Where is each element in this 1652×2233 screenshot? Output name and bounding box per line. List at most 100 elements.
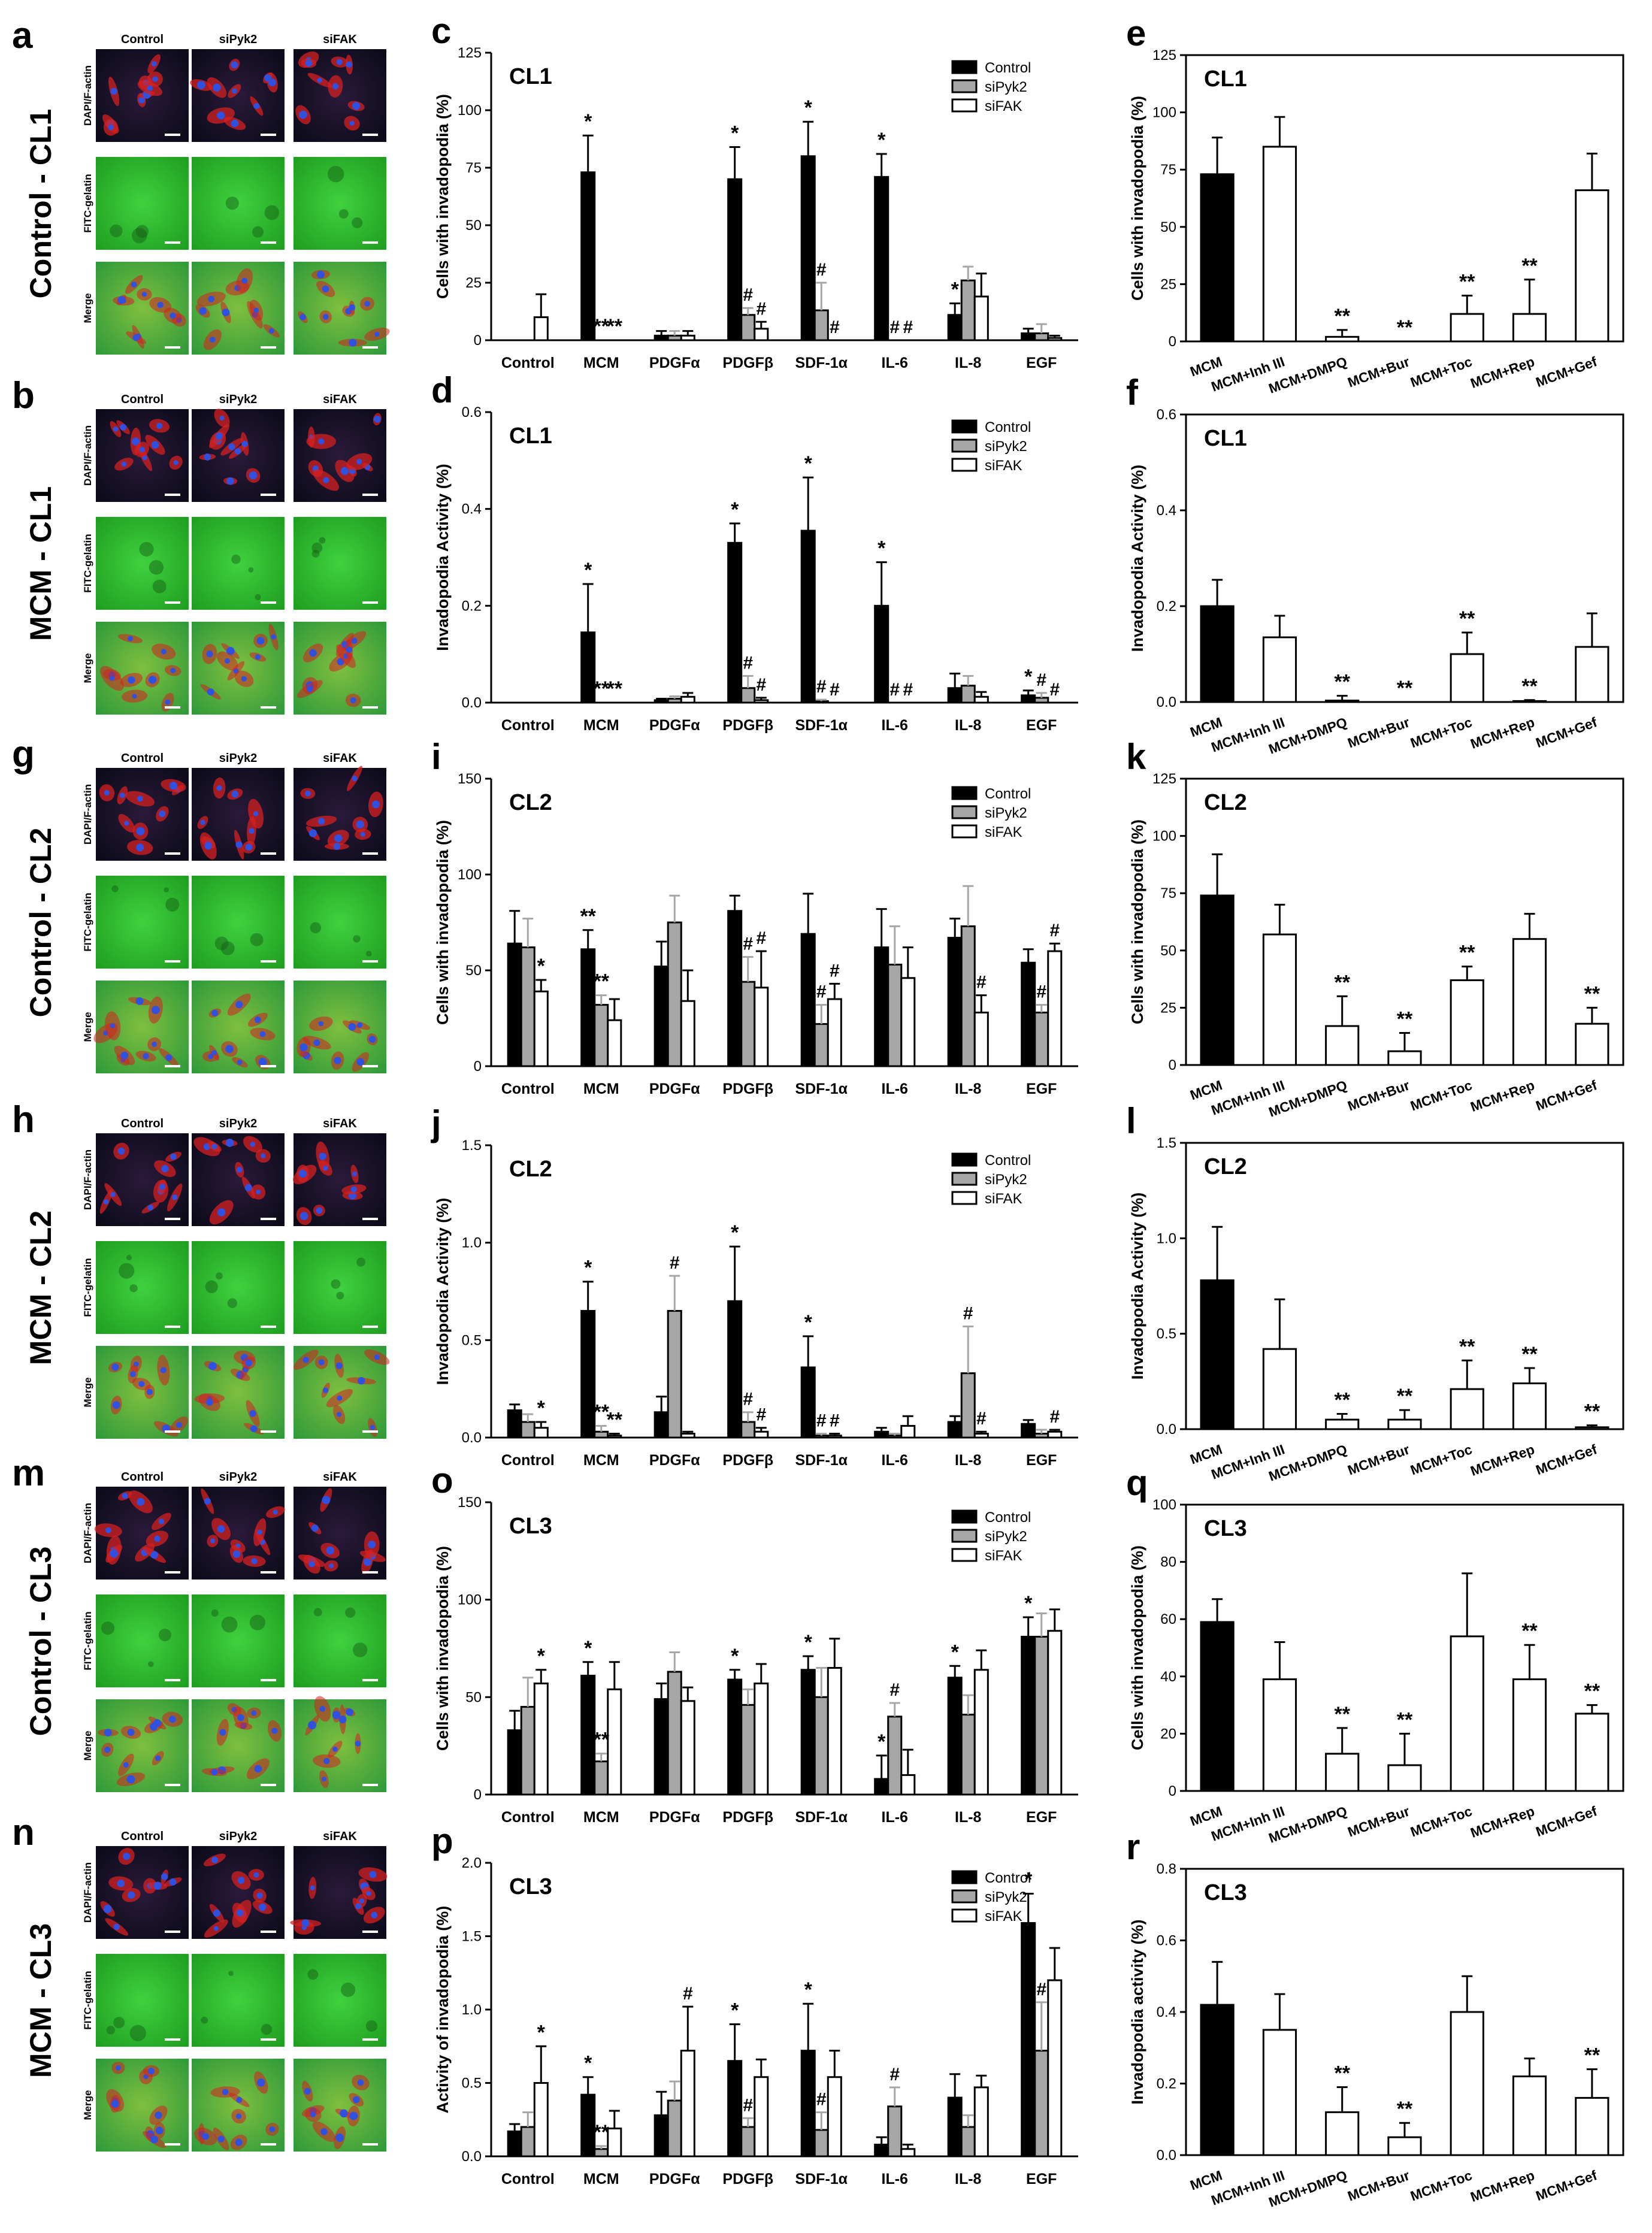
degradation-spot xyxy=(336,1291,344,1300)
bar xyxy=(653,966,669,1067)
significance-mark: * xyxy=(804,1311,813,1334)
cell-nucleus xyxy=(153,1719,161,1727)
bar xyxy=(887,1435,903,1439)
x-tick-label: MCM xyxy=(1188,714,1224,740)
y-tick-label: 40 xyxy=(1160,1669,1176,1685)
cell-nucleus xyxy=(104,790,110,796)
y-tick-label: 0.6 xyxy=(462,404,482,420)
cell-nucleus xyxy=(216,785,222,791)
significance-mark: ** xyxy=(607,677,623,700)
degradation-spot xyxy=(356,1257,366,1267)
bar xyxy=(653,1411,669,1439)
significance-mark: ** xyxy=(1397,1007,1413,1030)
significance-mark: ** xyxy=(594,315,610,338)
significance-mark: # xyxy=(743,2095,753,2115)
cell-nucleus xyxy=(308,829,317,837)
bar xyxy=(667,698,682,704)
cell-nucleus xyxy=(117,296,126,304)
x-tick-label: PDGFβ xyxy=(722,717,773,734)
micro-row-label: FITC-gelatin xyxy=(82,1971,93,2029)
bar xyxy=(1575,646,1609,703)
cell-nucleus xyxy=(225,1045,234,1054)
degradation-spot xyxy=(319,537,326,544)
cell-nucleus xyxy=(299,1043,308,1052)
x-tick-label: Control xyxy=(501,717,555,734)
cell-nucleus xyxy=(159,1184,165,1190)
significance-mark: ** xyxy=(1584,2044,1600,2067)
cell-nucleus xyxy=(245,843,253,851)
cell-nucleus xyxy=(116,2065,121,2071)
cell-nucleus xyxy=(156,422,163,429)
x-tick-label: MCM+Bur xyxy=(1345,714,1411,751)
legend-swatch xyxy=(951,824,978,839)
degradation-spot xyxy=(165,897,180,912)
bar xyxy=(900,2148,916,2158)
cell-nucleus xyxy=(322,1387,329,1393)
bar xyxy=(887,963,903,1067)
y-tick-label: 0.5 xyxy=(462,1332,482,1348)
legend-swatch xyxy=(951,1152,978,1167)
bar xyxy=(1512,2075,1547,2156)
y-tick-label: 1.5 xyxy=(462,1929,482,1945)
cell-nucleus xyxy=(241,440,248,447)
y-tick-label: 0.0 xyxy=(462,1430,482,1446)
significance-mark: # xyxy=(743,285,753,305)
x-tick-label: IL-8 xyxy=(955,2171,982,2187)
micrograph-panel-m: m Control - CL3 Control siPyk2 siFAK DAPI/F-a… xyxy=(12,1453,386,1792)
y-tick-label: 25 xyxy=(465,275,482,291)
significance-mark: # xyxy=(756,675,766,695)
bar xyxy=(1047,950,1063,1067)
bar xyxy=(947,1421,963,1439)
chart-title: CL3 xyxy=(1204,1880,1247,1905)
panel-letter: o xyxy=(431,1460,453,1500)
cell-nucleus xyxy=(173,460,178,465)
cell-nucleus xyxy=(222,308,230,317)
cell-nucleus xyxy=(155,2126,164,2135)
cell-nucleus xyxy=(250,1425,258,1433)
significance-mark: # xyxy=(830,1411,840,1430)
cell-nucleus xyxy=(151,1006,160,1015)
bar xyxy=(680,1700,695,1796)
significance-mark: # xyxy=(756,1405,766,1425)
bar xyxy=(580,631,596,704)
cell-nucleus xyxy=(337,1395,343,1401)
y-tick-label: 1.5 xyxy=(462,1137,482,1154)
cell-nucleus xyxy=(231,88,237,94)
significance-mark: # xyxy=(683,1984,693,2004)
micrograph-tile xyxy=(294,1954,386,2047)
cell-nucleus xyxy=(255,654,261,660)
significance-mark: # xyxy=(756,928,766,948)
micro-column-header: siFAK xyxy=(323,33,357,46)
cell-nucleus xyxy=(253,1872,259,1878)
cell-nucleus xyxy=(322,314,329,320)
micro-row-label: DAPI/F-actin xyxy=(82,784,93,845)
bar xyxy=(680,334,695,341)
cell-nucleus xyxy=(150,1551,159,1559)
y-axis-label: Cells with invadopodia (%) xyxy=(1128,819,1146,1024)
chart-title: CL2 xyxy=(1204,1154,1247,1179)
x-tick-label: MCM+Toc xyxy=(1408,1803,1474,1839)
y-tick-label: 75 xyxy=(465,160,482,176)
cell-nucleus xyxy=(258,1058,267,1066)
bar xyxy=(813,309,829,341)
micro-row-label: DAPI/F-actin xyxy=(82,425,93,486)
cell-nucleus xyxy=(237,1060,243,1065)
y-axis-label: Cells with invadopodia (%) xyxy=(1128,1545,1146,1750)
x-tick-label: MCM xyxy=(583,1081,619,1097)
chart-title: CL2 xyxy=(1204,790,1247,815)
cell-nucleus xyxy=(196,81,205,89)
x-tick-label: SDF-1α xyxy=(795,1452,848,1469)
bar xyxy=(887,1715,903,1796)
cell-nucleus xyxy=(104,1747,111,1753)
micro-row-label: FITC-gelatin xyxy=(82,892,93,951)
x-tick-label: MCM xyxy=(1188,1803,1224,1829)
bar xyxy=(653,334,669,341)
bar xyxy=(887,2105,903,2158)
cell-nucleus xyxy=(219,1729,226,1736)
row-condition-label: Control - CL2 xyxy=(24,828,58,1018)
degradation-spot xyxy=(250,933,264,946)
x-tick-label: IL-6 xyxy=(882,717,908,734)
y-tick-label: 0.2 xyxy=(1157,598,1176,615)
x-tick-label: IL-6 xyxy=(882,2171,908,2187)
cell-nucleus xyxy=(235,841,243,848)
